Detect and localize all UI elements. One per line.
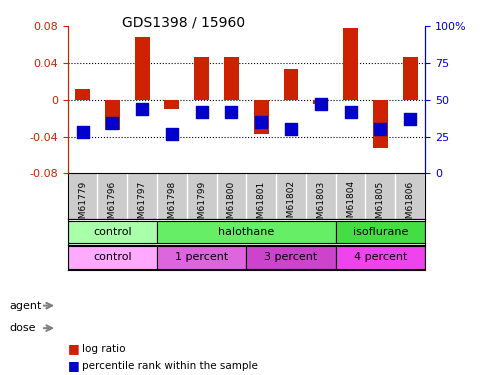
Text: control: control — [93, 252, 131, 262]
Bar — [373, 100, 388, 148]
Point — [227, 109, 235, 115]
Text: percentile rank within the sample: percentile rank within the sample — [82, 361, 258, 370]
Bar — [105, 100, 120, 130]
Bar — [313, 100, 328, 104]
Text: GSM61799: GSM61799 — [197, 180, 206, 230]
Text: GDS1398 / 15960: GDS1398 / 15960 — [122, 15, 245, 29]
Text: log ratio: log ratio — [82, 344, 126, 354]
Text: GSM61804: GSM61804 — [346, 180, 355, 230]
Bar — [343, 28, 358, 100]
Point — [287, 126, 295, 132]
Text: GSM61803: GSM61803 — [316, 180, 325, 230]
FancyBboxPatch shape — [246, 246, 336, 269]
Bar — [135, 37, 150, 100]
Bar — [224, 57, 239, 100]
Point — [347, 109, 355, 115]
Bar — [75, 89, 90, 100]
FancyBboxPatch shape — [157, 246, 246, 269]
Text: GSM61805: GSM61805 — [376, 180, 385, 230]
Text: ■: ■ — [68, 359, 79, 372]
Text: 4 percent: 4 percent — [354, 252, 407, 262]
Bar — [194, 57, 209, 100]
Text: ■: ■ — [68, 342, 79, 355]
Point — [79, 129, 86, 135]
Text: GSM61798: GSM61798 — [168, 180, 176, 230]
Text: GSM61806: GSM61806 — [406, 180, 414, 230]
FancyBboxPatch shape — [336, 220, 425, 243]
FancyBboxPatch shape — [157, 220, 336, 243]
Text: GSM61800: GSM61800 — [227, 180, 236, 230]
Point — [257, 119, 265, 125]
Bar — [164, 100, 179, 109]
Point — [198, 109, 206, 115]
Text: 1 percent: 1 percent — [175, 252, 228, 262]
Text: isoflurane: isoflurane — [353, 227, 408, 237]
Point — [317, 101, 325, 107]
Point — [108, 120, 116, 126]
Point — [138, 106, 146, 112]
Bar — [284, 69, 298, 100]
FancyBboxPatch shape — [68, 220, 157, 243]
Text: GSM61797: GSM61797 — [138, 180, 146, 230]
Point — [406, 116, 414, 122]
Text: GSM61802: GSM61802 — [286, 180, 296, 230]
Text: GSM61801: GSM61801 — [257, 180, 266, 230]
Text: control: control — [93, 227, 131, 237]
Point — [377, 126, 384, 132]
Text: 3 percent: 3 percent — [264, 252, 318, 262]
FancyBboxPatch shape — [336, 246, 425, 269]
Text: agent: agent — [10, 301, 42, 310]
Text: GSM61796: GSM61796 — [108, 180, 117, 230]
Text: GSM61779: GSM61779 — [78, 180, 87, 230]
Point — [168, 130, 176, 136]
Text: dose: dose — [10, 323, 36, 333]
FancyBboxPatch shape — [68, 246, 157, 269]
Bar — [254, 100, 269, 134]
Bar — [403, 57, 418, 100]
Text: halothane: halothane — [218, 227, 274, 237]
